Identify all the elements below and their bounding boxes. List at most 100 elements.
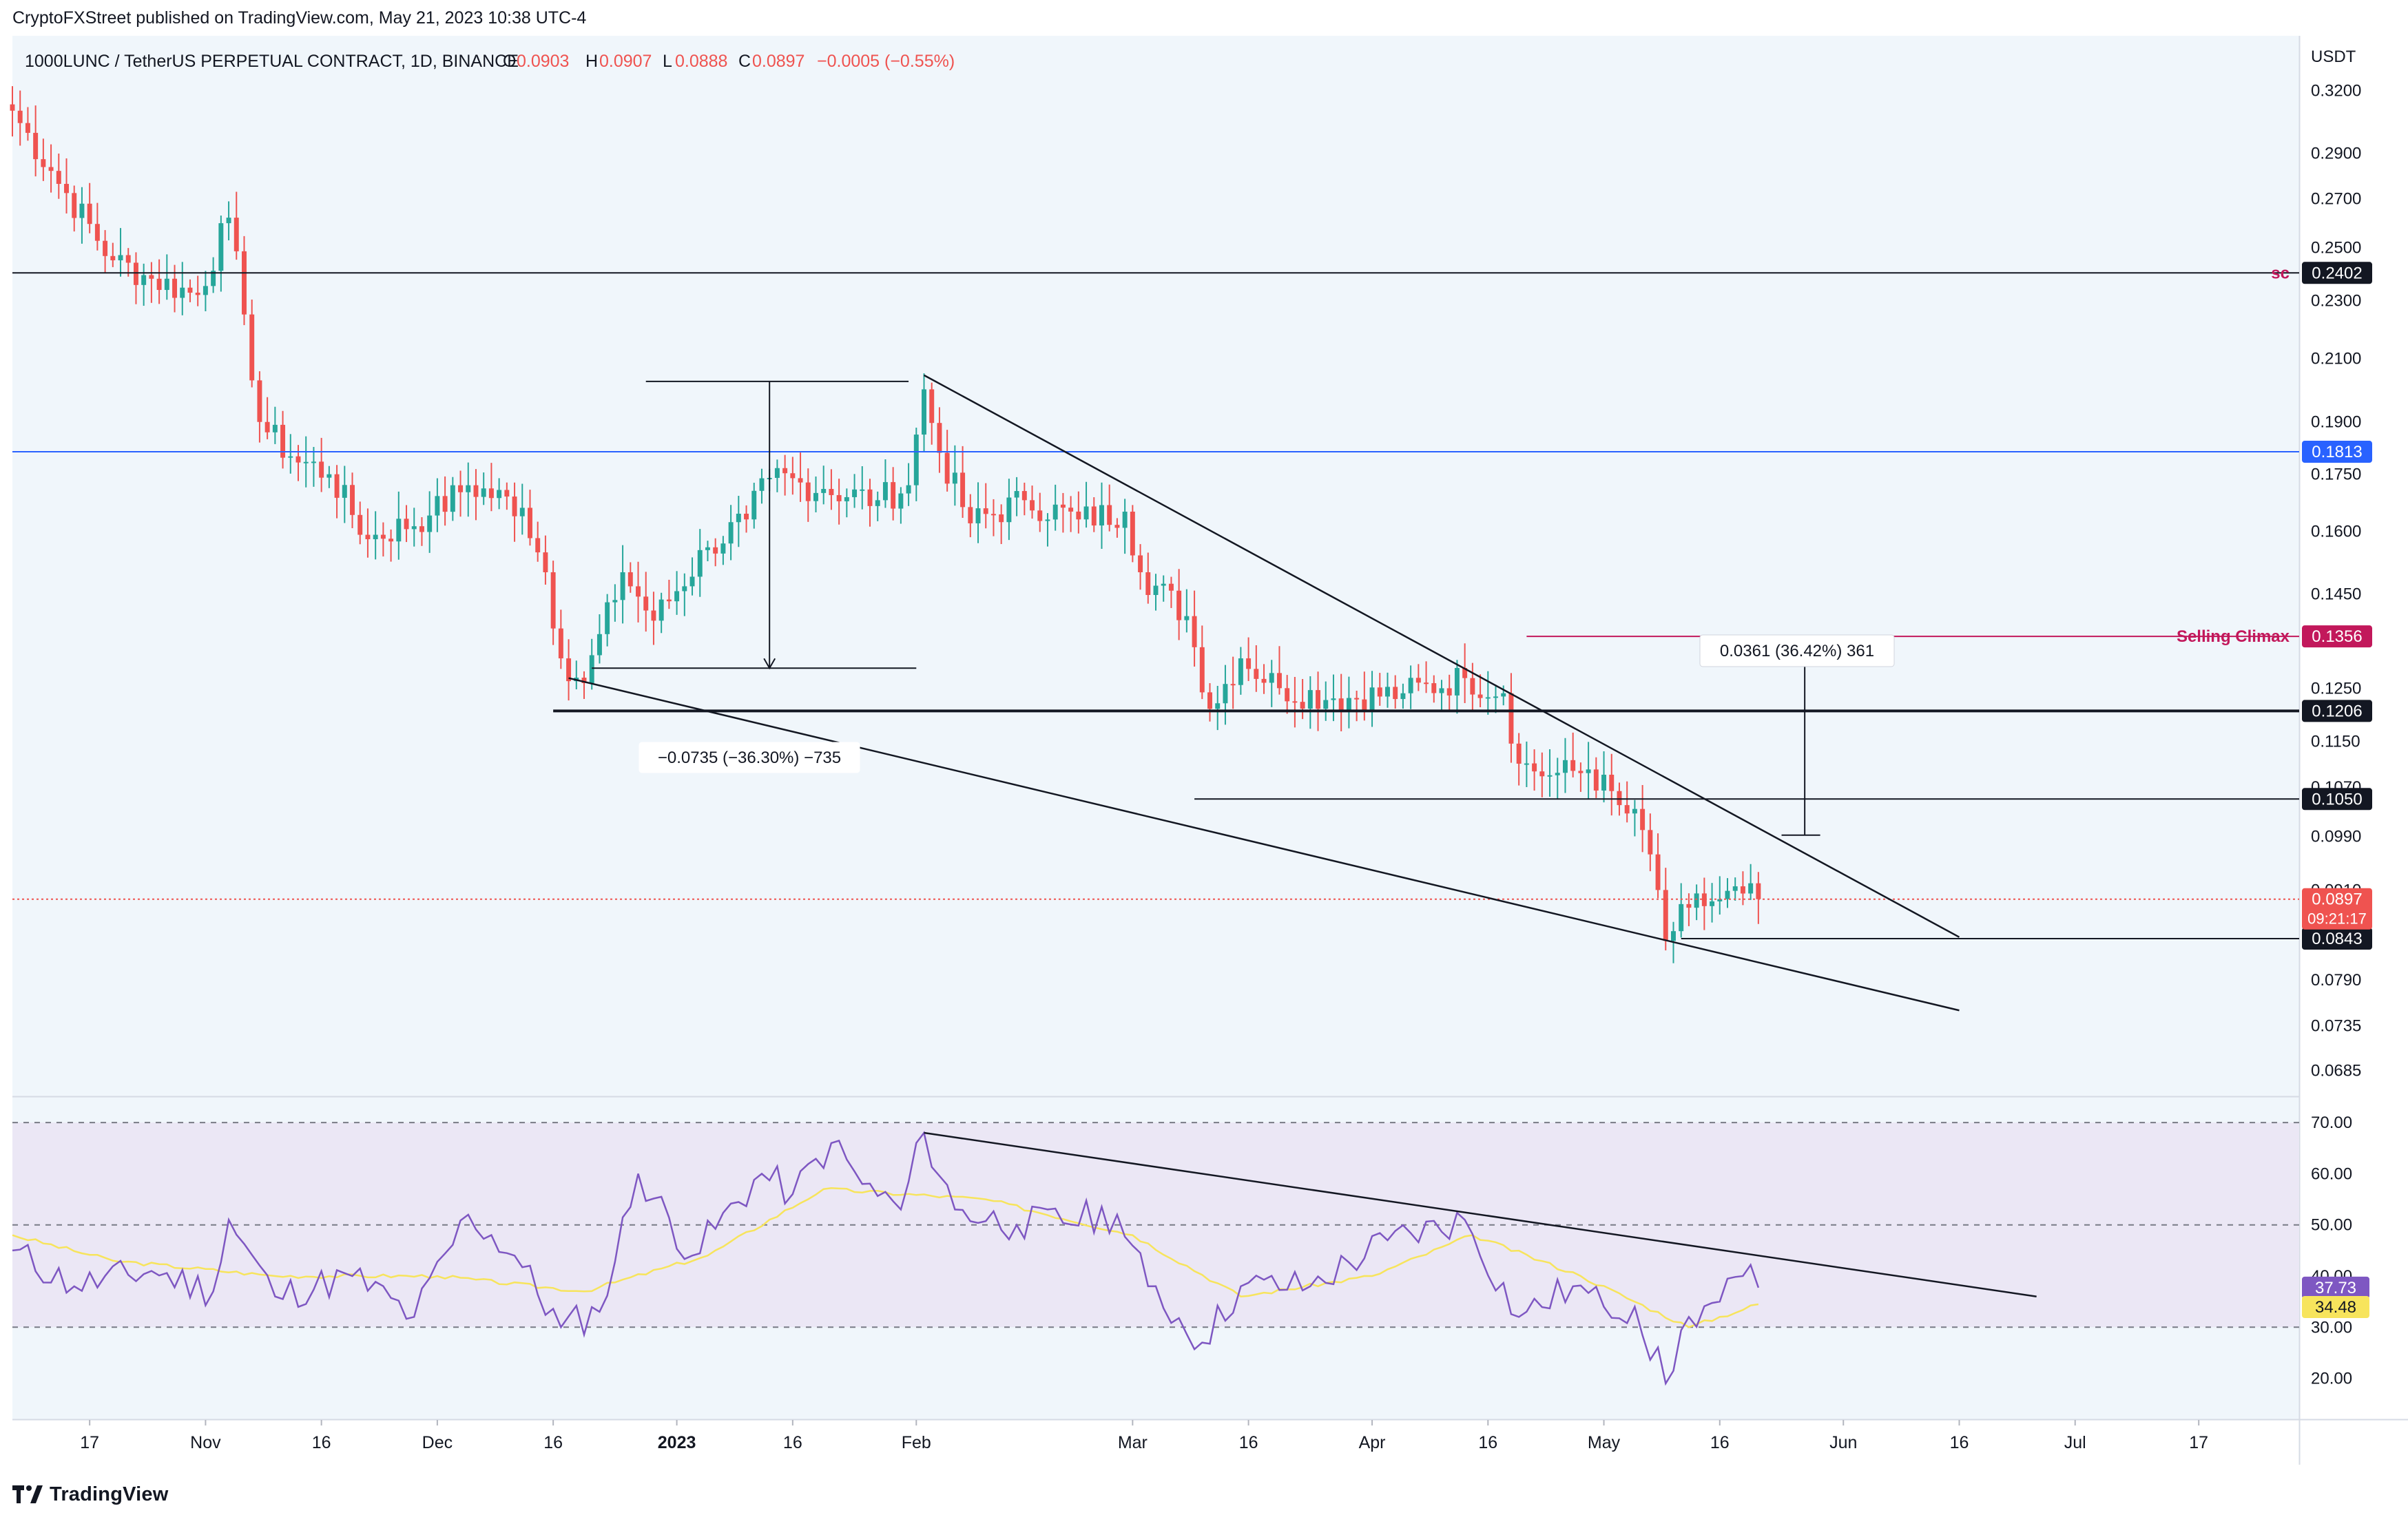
candle-body xyxy=(744,513,749,520)
candle-body xyxy=(156,278,162,291)
candle xyxy=(1470,662,1475,711)
time-tick-label: 17 xyxy=(2189,1433,2208,1452)
time-tick-label: Feb xyxy=(902,1433,931,1452)
candle-body xyxy=(1076,511,1081,520)
candle xyxy=(1184,589,1190,633)
price-range-measure[interactable]: −0.0735 (−36.30%) −735 xyxy=(592,380,917,773)
candle xyxy=(566,639,572,701)
candle xyxy=(41,138,46,181)
candle-body xyxy=(821,489,827,493)
candle xyxy=(1640,785,1646,853)
candle xyxy=(1431,675,1437,703)
candle-body xyxy=(1338,698,1344,711)
candle-body xyxy=(1323,700,1329,709)
candle xyxy=(303,436,309,488)
candle-body xyxy=(975,508,981,523)
candle xyxy=(195,275,200,306)
candle-body xyxy=(1446,688,1452,696)
candle-body xyxy=(713,547,718,554)
price-range-measure[interactable]: 0.0361 (36.42%) 361 xyxy=(1699,634,1895,836)
candle-body xyxy=(1107,505,1112,525)
candle-body xyxy=(913,435,919,485)
candle-body xyxy=(497,490,502,499)
candle xyxy=(612,584,618,622)
candle-body xyxy=(357,514,363,535)
candle-body xyxy=(373,534,378,540)
candle-body xyxy=(1439,688,1444,693)
candle xyxy=(605,594,610,647)
candle xyxy=(968,494,973,538)
candle xyxy=(226,201,231,240)
candle xyxy=(1014,477,1019,516)
trendline[interactable] xyxy=(568,677,1960,1012)
price-pane-background xyxy=(12,36,2299,1096)
candle-body xyxy=(1710,901,1715,906)
candle xyxy=(1593,757,1599,798)
chart-canvas[interactable]: sc Selling Climax −0.0735 (−36.30%) −735 0.… xyxy=(0,36,2408,1474)
candle-body xyxy=(311,461,316,463)
candle xyxy=(922,373,926,452)
price-level-tag: 0.1813 xyxy=(2302,441,2372,463)
candle xyxy=(497,478,502,510)
rsi-line xyxy=(12,1131,1760,1386)
rsi-trendline[interactable] xyxy=(924,1131,2037,1297)
candle xyxy=(1740,871,1745,906)
candle xyxy=(311,447,316,487)
candle-body xyxy=(682,586,687,592)
candle-body xyxy=(272,424,278,432)
trendline[interactable] xyxy=(923,374,1960,938)
price-tick-label: 0.1250 xyxy=(2311,679,2361,698)
candle xyxy=(64,158,69,214)
candle xyxy=(187,279,193,302)
price-level-tag-box xyxy=(2302,788,2372,811)
candle xyxy=(1276,646,1282,695)
candle xyxy=(774,459,780,492)
candle-body xyxy=(512,497,517,516)
candle xyxy=(1215,686,1221,731)
candle-body xyxy=(952,472,957,484)
candle xyxy=(450,477,455,521)
candle-body xyxy=(141,275,147,285)
candle-body xyxy=(751,490,757,520)
candle xyxy=(1578,762,1584,792)
candle xyxy=(1655,833,1661,899)
candle-body xyxy=(319,461,324,478)
high-value: 0.0907 xyxy=(599,52,652,71)
candle-body xyxy=(774,468,780,478)
price-tick-label: 0.1600 xyxy=(2311,522,2361,541)
candle xyxy=(319,437,324,492)
candle-body xyxy=(1060,504,1066,508)
candle xyxy=(1130,505,1135,563)
candle-body xyxy=(1748,883,1754,894)
candle xyxy=(388,529,394,562)
candle-body xyxy=(1369,687,1375,712)
rsi-tick-label: 50.00 xyxy=(2311,1216,2352,1235)
candle-body xyxy=(427,515,433,532)
candle-body xyxy=(1068,508,1074,512)
candle-body xyxy=(852,489,858,497)
price-level-tag-box xyxy=(2302,625,2372,648)
time-tick-label: Mar xyxy=(1118,1433,1148,1452)
price-tick-label: 0.3200 xyxy=(2311,81,2361,100)
candle-body xyxy=(1099,505,1104,526)
candle xyxy=(1052,484,1058,531)
candle-body xyxy=(1153,585,1159,595)
candle-body xyxy=(1424,682,1429,685)
candle-body xyxy=(1215,703,1221,709)
candle xyxy=(396,491,402,560)
candle xyxy=(48,144,54,193)
candle-body xyxy=(326,474,332,478)
candle-body xyxy=(1648,830,1653,855)
candle xyxy=(419,517,424,546)
last-price-tag-text: 0.0897 xyxy=(2312,890,2362,909)
tradingview-logo[interactable]: TradingView xyxy=(12,1481,169,1508)
candle-body xyxy=(233,218,239,251)
candle xyxy=(141,263,147,306)
candle-body xyxy=(295,456,301,463)
candle-body xyxy=(836,494,842,501)
price-axis-unit: USDT xyxy=(2311,48,2356,66)
candle xyxy=(79,187,85,244)
candle-body xyxy=(110,255,116,261)
candle-body xyxy=(1732,886,1738,891)
candle xyxy=(999,504,1004,545)
